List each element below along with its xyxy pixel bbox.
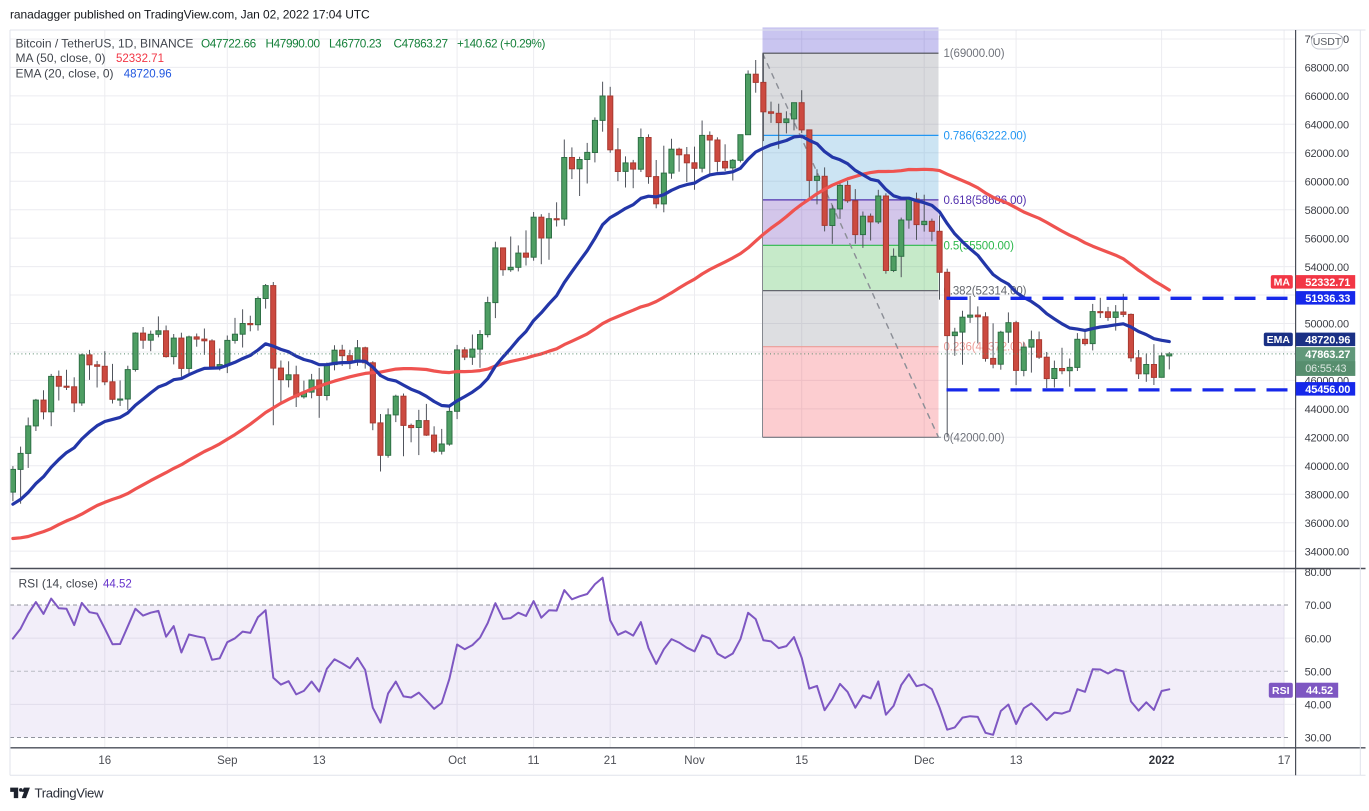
svg-text:42000.00: 42000.00 (1305, 433, 1349, 445)
svg-text:38000.00: 38000.00 (1305, 489, 1349, 501)
svg-text:34000.00: 34000.00 (1305, 546, 1349, 558)
svg-text:11: 11 (528, 755, 540, 767)
svg-text:MA (50, close, 0)52332.71: MA (50, close, 0) 52332.71 (16, 51, 164, 65)
svg-text:Dec: Dec (914, 755, 935, 767)
svg-text:68000.00: 68000.00 (1305, 63, 1349, 75)
svg-text:47863.27: 47863.27 (1305, 349, 1350, 361)
svg-text:21: 21 (604, 755, 617, 767)
svg-text:40.00: 40.00 (1305, 700, 1332, 712)
svg-text:30.00: 30.00 (1305, 733, 1332, 745)
svg-text:52332.71: 52332.71 (1305, 277, 1350, 289)
svg-text:36000.00: 36000.00 (1305, 518, 1349, 530)
svg-text:15: 15 (795, 755, 808, 767)
svg-text:EMA (20, close, 0)48720.96: EMA (20, close, 0) 48720.96 (16, 66, 172, 80)
svg-text:60000.00: 60000.00 (1305, 176, 1349, 188)
svg-text:56000.00: 56000.00 (1305, 233, 1349, 245)
svg-text:40000.00: 40000.00 (1305, 461, 1349, 473)
svg-text:66000.00: 66000.00 (1305, 91, 1349, 103)
svg-text:0.5(55500.00): 0.5(55500.00) (944, 240, 1015, 252)
svg-text:Oct: Oct (448, 755, 467, 767)
svg-text:50.00: 50.00 (1305, 667, 1332, 679)
svg-text:45456.00: 45456.00 (1305, 384, 1350, 396)
svg-text:80.00: 80.00 (1305, 567, 1332, 579)
svg-text:0(42000.00): 0(42000.00) (944, 432, 1005, 444)
svg-text:13: 13 (313, 755, 326, 767)
svg-text:64000.00: 64000.00 (1305, 120, 1349, 132)
svg-text:1(69000.00): 1(69000.00) (944, 48, 1005, 60)
svg-text:58000.00: 58000.00 (1305, 205, 1349, 217)
svg-text:54000.00: 54000.00 (1305, 262, 1349, 274)
svg-text:0.382(52314.00): 0.382(52314.00) (944, 286, 1027, 298)
svg-text:USDT: USDT (1313, 36, 1342, 48)
svg-text:70.00: 70.00 (1305, 600, 1332, 612)
svg-text:50000.00: 50000.00 (1305, 319, 1349, 331)
svg-text:Sep: Sep (217, 755, 237, 767)
svg-text:ranadagger published on Tradin: ranadagger published on TradingView.com,… (10, 8, 370, 22)
svg-text:06:55:43: 06:55:43 (1305, 363, 1346, 375)
svg-text:TradingView: TradingView (35, 785, 105, 800)
svg-text:13: 13 (1010, 755, 1023, 767)
svg-text:Nov: Nov (684, 755, 705, 767)
svg-text:EMA: EMA (1267, 334, 1291, 346)
svg-text:44.52: 44.52 (1306, 685, 1333, 697)
svg-text:Bitcoin / TetherUS, 1D, BINANC: Bitcoin / TetherUS, 1D, BINANCE O47722.66… (16, 36, 546, 50)
svg-text:0.786(63222.00): 0.786(63222.00) (944, 130, 1027, 142)
svg-text:62000.00: 62000.00 (1305, 148, 1349, 160)
svg-text:RSI: RSI (1272, 685, 1290, 697)
svg-text:16: 16 (98, 755, 111, 767)
svg-text:17: 17 (1278, 755, 1291, 767)
svg-text:MA: MA (1274, 277, 1291, 289)
svg-text:48720.96: 48720.96 (1305, 334, 1350, 346)
svg-text:RSI (14, close)44.52: RSI (14, close) 44.52 (19, 576, 132, 590)
svg-text:51936.33: 51936.33 (1305, 293, 1350, 305)
svg-text:44000.00: 44000.00 (1305, 404, 1349, 416)
svg-text:60.00: 60.00 (1305, 633, 1332, 645)
svg-text:2022: 2022 (1149, 755, 1175, 767)
